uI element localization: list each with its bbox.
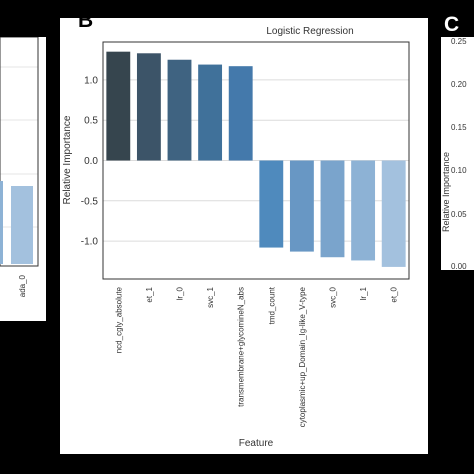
y-tick-label: -0.5 xyxy=(81,196,99,207)
main-panel: B Logistic Regression -1.0 -0.5 0.0 0.5 1.0 … xyxy=(60,10,428,454)
bar xyxy=(198,64,223,161)
bar xyxy=(11,186,33,264)
y-tick-label: 0.10 xyxy=(451,166,467,175)
bar xyxy=(167,59,192,161)
chart-title: Logistic Regression xyxy=(266,26,353,37)
panel-letter-b: B xyxy=(78,9,94,32)
bar xyxy=(136,53,161,161)
bar xyxy=(351,160,376,261)
panel-letter-c: C xyxy=(444,13,460,36)
x-tick-label: svc_0 xyxy=(329,286,338,307)
x-tick-label: et_1 xyxy=(145,286,154,302)
x-tick-label: lr_1 xyxy=(359,286,368,300)
y-tick-label: 0.25 xyxy=(451,37,467,46)
bar xyxy=(259,160,284,248)
right-partial-chart: 0.25 0.20 0.15 0.10 0.05 0.00 Relative I… xyxy=(441,37,467,271)
bar-layer xyxy=(106,51,406,267)
bar xyxy=(228,66,253,161)
bar xyxy=(0,181,3,264)
y-tick-layer: -1.0 -0.5 0.0 0.5 1.0 xyxy=(81,75,99,247)
tick-label: ada_0 xyxy=(18,274,27,297)
y-tick-label: 0.0 xyxy=(84,156,98,167)
x-tick-label: lr_0 xyxy=(176,286,185,300)
x-tick-label: tmd_count xyxy=(267,286,276,324)
x-tick-label: cytoplasmic+up_Domain_Ig-like_V-type xyxy=(298,286,307,427)
bar xyxy=(289,160,314,252)
left-partial-chart: ada_0 xyxy=(0,36,39,297)
bar-chart: Logistic Regression -1.0 -0.5 0.0 0.5 1.0 nc… xyxy=(62,26,410,449)
x-tick-label: transmembrane+glycomineN_abs xyxy=(237,287,246,407)
right-panel: 0.25 0.20 0.15 0.10 0.05 0.00 Relative I… xyxy=(441,37,474,271)
y-tick-label: 0.5 xyxy=(84,116,98,127)
x-tick-label: svc_1 xyxy=(206,286,215,307)
plot-frame xyxy=(102,41,410,280)
y-tick-label: 0.00 xyxy=(451,262,467,270)
x-tick-layer: ncd_cgly_absolute et_1 lr_0 svc_1 transmembr… xyxy=(114,286,398,427)
x-tick-label: ncd_cgly_absolute xyxy=(114,286,123,353)
plot-frame xyxy=(0,36,39,267)
y-axis-label: Relative Importance xyxy=(62,115,73,204)
y-tick-label: 0.20 xyxy=(451,80,467,89)
bar xyxy=(381,160,406,267)
y-tick-label: 1.0 xyxy=(84,75,98,86)
y-tick-label: 0.15 xyxy=(451,123,467,132)
y-tick-label: 0.05 xyxy=(451,210,467,219)
y-tick-label: -1.0 xyxy=(81,237,99,248)
left-panel: ada_0 xyxy=(0,36,46,321)
bar xyxy=(106,51,131,161)
bar xyxy=(320,160,345,258)
x-tick-label: et_0 xyxy=(390,286,399,302)
x-axis-label: Feature xyxy=(239,438,274,449)
y-axis-label: Relative Importance xyxy=(441,152,451,232)
